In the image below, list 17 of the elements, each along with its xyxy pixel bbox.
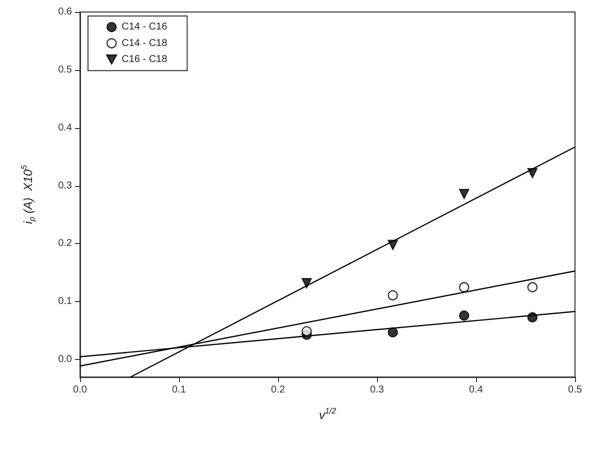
y-axis-title: ip (A) X105: [20, 164, 36, 224]
y-tick-label: 0.5: [58, 64, 72, 76]
x-tick-label: 0.2: [271, 384, 286, 396]
y-tick-label: 0.6: [58, 6, 72, 18]
x-tick-label: 0.0: [73, 384, 88, 396]
legend-label: C14 - C18: [122, 38, 168, 49]
legend-label: C16 - C18: [122, 54, 168, 65]
y-tick-label: 0.1: [58, 296, 72, 308]
y-tick-label: 0.0: [58, 354, 72, 366]
y-tick-label: 0.3: [58, 180, 72, 192]
x-tick-label: 0.1: [172, 384, 186, 396]
legend-label: C14 - C16: [122, 22, 168, 33]
y-tick-label: 0.2: [58, 238, 72, 250]
x-tick-label: 0.4: [469, 384, 484, 396]
y-tick-label: 0.4: [58, 122, 72, 134]
x-tick-label: 0.5: [568, 384, 582, 396]
x-tick-label: 0.3: [370, 384, 384, 396]
